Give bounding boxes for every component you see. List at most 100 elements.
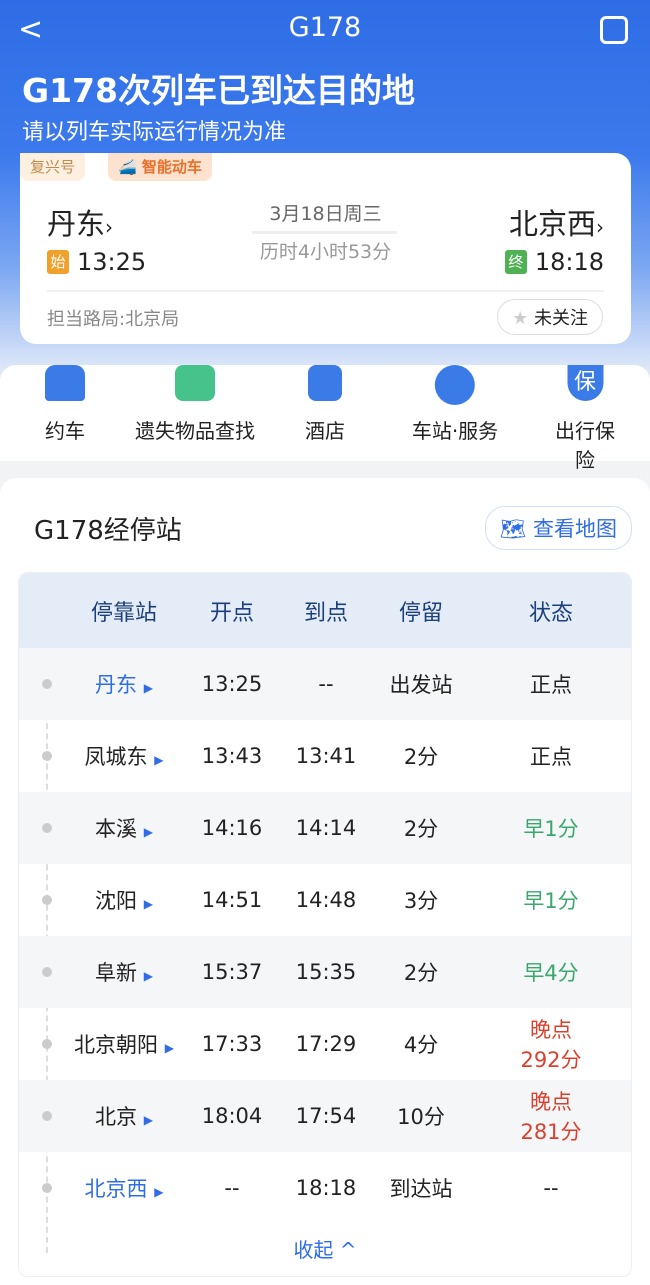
status: 晚点281分 <box>520 1090 582 1144</box>
table-row[interactable]: 阜新 ▶ 15:37 15:35 2分 早4分 <box>19 936 631 1008</box>
triangle-right-icon: ▶ <box>164 1041 174 1055</box>
route-dot <box>42 751 52 761</box>
stay: 2分 <box>403 745 439 769</box>
stops-table: 停靠站 开点 到点 停留 状态 丹东 ▶ 13:25 -- 出发站 正点 凤城东… <box>18 572 632 1277</box>
smart-emu-tag: 🚄 智能动车 <box>108 153 212 181</box>
date: 3月18日周三 <box>269 203 382 225</box>
arr-time: 18:18 <box>295 1176 357 1200</box>
view-map-label: 查看地图 <box>533 517 617 541</box>
follow-button[interactable]: ★ 未关注 <box>497 299 603 335</box>
triangle-right-icon: ▶ <box>143 1113 153 1127</box>
route-dot <box>42 1111 52 1121</box>
lost-found-icon <box>175 365 215 401</box>
station-name[interactable]: 丹东 ▶ <box>95 673 153 697</box>
service-label: 遗失物品查找 <box>135 419 255 443</box>
service-station[interactable]: 车站·服务 <box>412 365 498 444</box>
header-arr: 到点 <box>303 600 349 626</box>
station-name[interactable]: 阜新 ▶ <box>95 961 153 985</box>
status: 早1分 <box>523 889 579 913</box>
dep-time: 14:16 <box>201 816 263 840</box>
header-stay: 停留 <box>398 600 444 626</box>
arrival-title: G178次列车已到达目的地 <box>22 71 415 110</box>
table-row[interactable]: 北京 ▶ 18:04 17:54 10分 晚点281分 <box>19 1080 631 1152</box>
service-label: 出行保险 <box>555 419 615 472</box>
table-row[interactable]: 本溪 ▶ 14:16 14:14 2分 早1分 <box>19 792 631 864</box>
station-name[interactable]: 本溪 ▶ <box>95 817 153 841</box>
arr-time: 18:18 <box>534 248 604 276</box>
star-icon: ★ <box>512 308 534 329</box>
stay: 10分 <box>397 1105 445 1129</box>
header-status: 状态 <box>528 600 574 626</box>
start-badge: 始 <box>47 250 69 274</box>
view-map-button[interactable]: 🗺 查看地图 <box>484 506 632 550</box>
to-station[interactable]: 北京西› <box>508 207 604 241</box>
route-dot <box>42 1039 52 1049</box>
arr-time: 13:41 <box>295 744 357 768</box>
service-hotel[interactable]: 酒店 <box>305 365 345 444</box>
dep-time: 14:51 <box>201 888 263 912</box>
route-dot <box>42 895 52 905</box>
table-row[interactable]: 凤城东 ▶ 13:43 13:41 2分 正点 <box>19 720 631 792</box>
station-name[interactable]: 凤城东 ▶ <box>84 745 164 769</box>
header-dep: 开点 <box>209 600 255 626</box>
share-icon[interactable] <box>600 16 628 44</box>
dep-time: 13:25 <box>77 248 147 276</box>
triangle-right-icon: ▶ <box>143 825 153 839</box>
from-station[interactable]: 丹东› <box>47 207 114 241</box>
table-row[interactable]: 北京西 ▶ -- 18:18 到达站 -- <box>19 1152 631 1224</box>
header-station: 停靠站 <box>90 600 158 626</box>
arrow-divider <box>252 231 397 234</box>
car-icon <box>45 365 85 401</box>
hotel-icon <box>308 365 342 401</box>
triangle-right-icon: ▶ <box>143 897 153 911</box>
triangle-right-icon: ▶ <box>154 1185 164 1199</box>
station-name[interactable]: 北京朝阳 ▶ <box>74 1033 174 1057</box>
dep-time: 13:43 <box>201 744 263 768</box>
status: 晚点292分 <box>520 1018 582 1072</box>
collapse-button[interactable]: 收起 ^ <box>19 1224 631 1276</box>
status: 正点 <box>530 745 572 769</box>
stops-section: G178经停站 🗺 查看地图 停靠站 开点 到点 停留 状态 丹东 ▶ 13:2… <box>0 478 650 1285</box>
service-label: 约车 <box>45 419 85 443</box>
arr-time: 14:14 <box>295 816 357 840</box>
dep-time: 17:33 <box>201 1032 263 1056</box>
station-service-icon <box>434 365 475 405</box>
arrival-subtitle: 请以列车实际运行情况为准 <box>22 120 287 145</box>
status: 早4分 <box>523 961 579 985</box>
service-bar: 约车 遗失物品查找 酒店 车站·服务 保出行保险 <box>0 365 650 472</box>
bureau: 担当路局:北京局 <box>47 309 180 330</box>
service-label: 车站·服务 <box>411 419 499 443</box>
service-label: 酒店 <box>305 419 345 443</box>
service-insurance[interactable]: 保出行保险 <box>553 365 618 473</box>
station-name[interactable]: 北京 ▶ <box>95 1105 153 1129</box>
duration: 历时4小时53分 <box>259 241 392 263</box>
to-station-name: 北京西 <box>508 207 596 241</box>
service-lost-found[interactable]: 遗失物品查找 <box>135 365 255 444</box>
table-row[interactable]: 沈阳 ▶ 14:51 14:48 3分 早1分 <box>19 864 631 936</box>
dep-time: 13:25 <box>201 672 263 696</box>
end-badge: 终 <box>504 250 527 274</box>
triangle-right-icon: ▶ <box>143 681 153 695</box>
train-icon: 🚄 <box>118 158 142 176</box>
station-name[interactable]: 沈阳 ▶ <box>95 889 153 913</box>
arr-time: -- <box>318 672 334 696</box>
back-button[interactable]: < <box>18 12 44 47</box>
stay: 出发站 <box>389 673 453 697</box>
status: 早1分 <box>523 817 579 841</box>
stay: 3分 <box>403 889 439 913</box>
insurance-icon: 保 <box>567 365 603 401</box>
fuxing-tag: 复兴号 <box>20 153 86 181</box>
stops-title: G178经停站 <box>34 516 182 546</box>
route-dot <box>42 823 52 833</box>
map-icon: 🗺 <box>499 517 533 541</box>
service-car[interactable]: 约车 <box>45 365 85 444</box>
route-dot <box>42 1183 52 1193</box>
arr-time: 17:29 <box>295 1032 357 1056</box>
dep-time: 15:37 <box>201 960 263 984</box>
table-row[interactable]: 北京朝阳 ▶ 17:33 17:29 4分 晚点292分 <box>19 1008 631 1080</box>
table-row[interactable]: 丹东 ▶ 13:25 -- 出发站 正点 <box>19 648 631 720</box>
dep-time: 18:04 <box>201 1104 263 1128</box>
station-name[interactable]: 北京西 ▶ <box>84 1177 164 1201</box>
stay: 2分 <box>403 817 439 841</box>
arr-time: 17:54 <box>295 1104 357 1128</box>
